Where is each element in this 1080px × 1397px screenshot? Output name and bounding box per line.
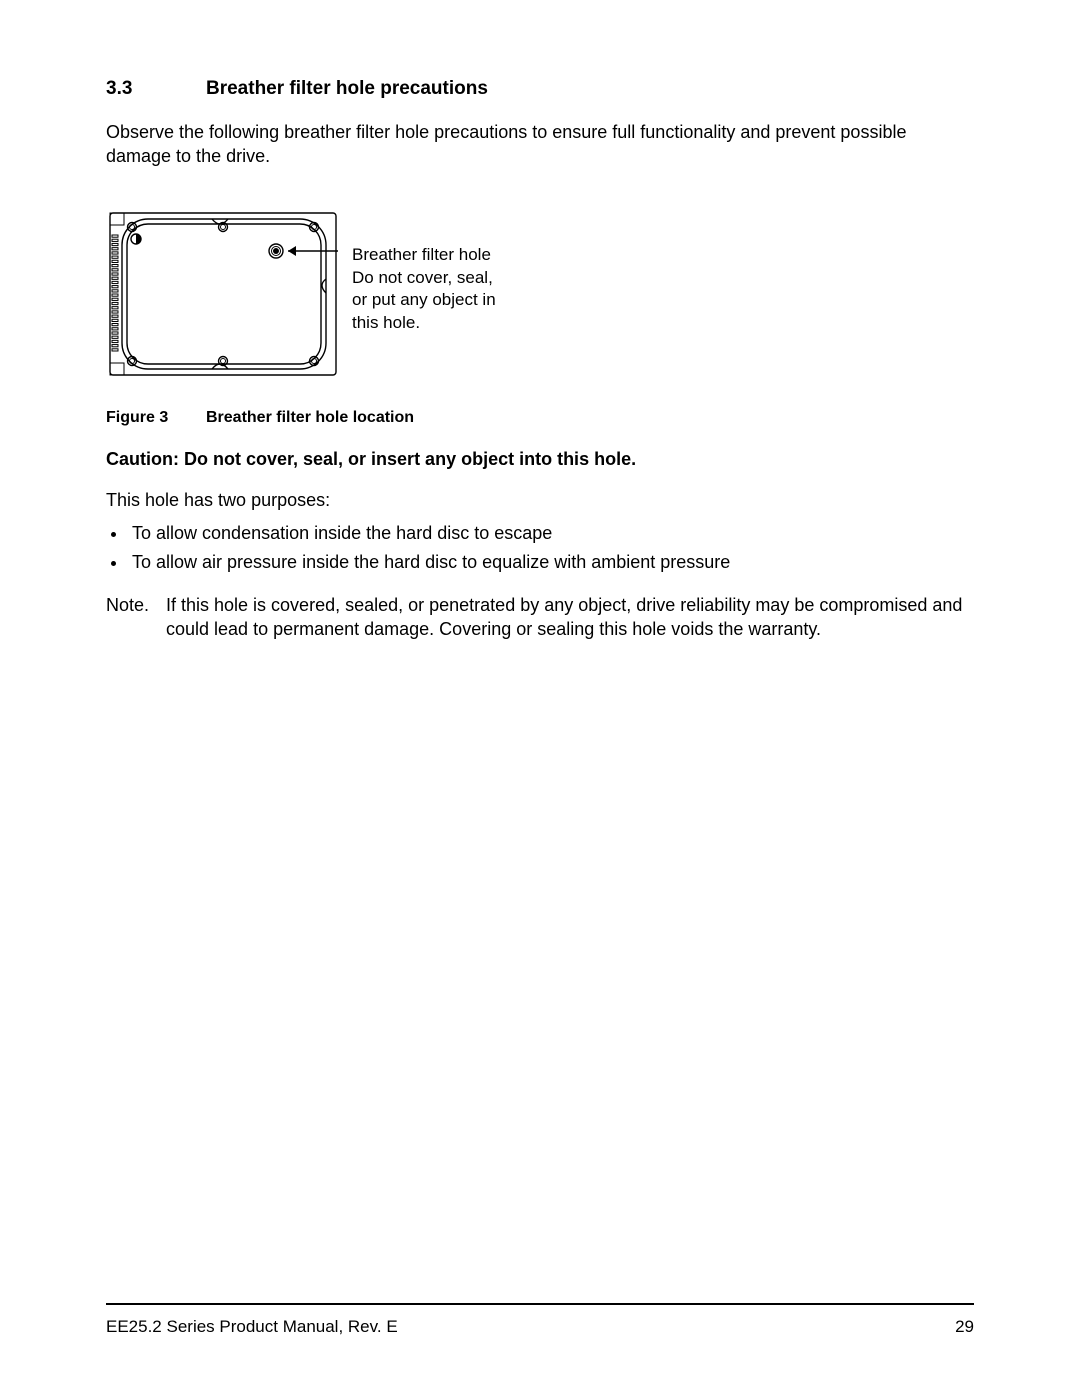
- list-item: To allow air pressure inside the hard di…: [128, 552, 974, 573]
- footer-rule: [106, 1303, 974, 1305]
- page-footer: EE25.2 Series Product Manual, Rev. E 29: [106, 1303, 974, 1337]
- callout-line1: Breather filter hole: [352, 245, 491, 264]
- drive-diagram: [106, 209, 340, 379]
- page-content: 3.3 Breather filter hole precautions Obs…: [0, 0, 1080, 641]
- purpose-intro: This hole has two purposes:: [106, 490, 974, 511]
- footer-right: 29: [955, 1317, 974, 1337]
- callout-line4: this hole.: [352, 313, 420, 332]
- footer-row: EE25.2 Series Product Manual, Rev. E 29: [106, 1317, 974, 1337]
- breather-callout: Breather filter hole Do not cover, seal,…: [352, 244, 496, 336]
- figure-caption: Figure 3 Breather filter hole location: [106, 409, 974, 427]
- note-row: Note. If this hole is covered, sealed, o…: [106, 593, 974, 642]
- intro-paragraph: Observe the following breather filter ho…: [106, 120, 974, 169]
- section-number: 3.3: [106, 78, 206, 100]
- callout-line3: or put any object in: [352, 290, 496, 309]
- section-title: Breather filter hole precautions: [206, 78, 488, 100]
- caution-text: Caution: Do not cover, seal, or insert a…: [106, 449, 974, 470]
- callout-line2: Do not cover, seal,: [352, 268, 493, 287]
- footer-left: EE25.2 Series Product Manual, Rev. E: [106, 1317, 398, 1337]
- purpose-list: To allow condensation inside the hard di…: [106, 523, 974, 573]
- figure-title: Breather filter hole location: [206, 409, 414, 427]
- list-item: To allow condensation inside the hard di…: [128, 523, 974, 544]
- note-label: Note.: [106, 593, 166, 642]
- note-body: If this hole is covered, sealed, or pene…: [166, 593, 974, 642]
- figure-label: Figure 3: [106, 409, 206, 427]
- section-heading: 3.3 Breather filter hole precautions: [106, 78, 974, 100]
- figure-row: Breather filter hole Do not cover, seal,…: [106, 209, 974, 379]
